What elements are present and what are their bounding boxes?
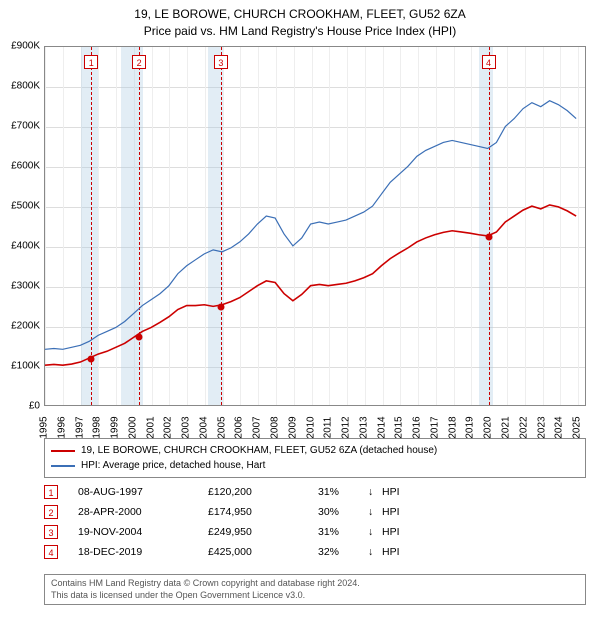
x-tick-label: 2023 — [536, 416, 547, 438]
event-row: 4 18-DEC-2019£425,00032%↓HPI — [44, 542, 586, 562]
title-line-2: Price paid vs. HM Land Registry's House … — [0, 23, 600, 40]
y-tick-label: £200K — [11, 321, 40, 332]
event-row: 2 28-APR-2000£174,95030%↓HPI — [44, 502, 586, 522]
events-table: 108-AUG-1997£120,20031%↓HPI228-APR-2000£… — [44, 482, 586, 562]
y-tick-label: £700K — [11, 121, 40, 132]
data-point-dot — [88, 356, 95, 363]
x-tick-label: 2016 — [412, 416, 423, 438]
event-number-box: 4 — [44, 545, 58, 559]
chart-container: 19, LE BOROWE, CHURCH CROOKHAM, FLEET, G… — [0, 0, 600, 620]
event-date: 08-AUG-1997 — [78, 486, 208, 498]
event-hpi-label: HPI — [382, 546, 422, 558]
event-price: £120,200 — [208, 486, 318, 498]
x-tick-label: 2014 — [376, 416, 387, 438]
x-tick-label: 1997 — [74, 416, 85, 438]
x-tick-label: 2010 — [305, 416, 316, 438]
down-arrow-icon: ↓ — [368, 506, 382, 518]
x-tick-label: 2004 — [198, 416, 209, 438]
legend-label: 19, LE BOROWE, CHURCH CROOKHAM, FLEET, G… — [81, 443, 437, 458]
data-point-dot — [217, 304, 224, 311]
data-point-dot — [485, 234, 492, 241]
x-tick-label: 2024 — [554, 416, 565, 438]
event-hpi-label: HPI — [382, 526, 422, 538]
x-tick-label: 2008 — [270, 416, 281, 438]
title-line-1: 19, LE BOROWE, CHURCH CROOKHAM, FLEET, G… — [0, 6, 600, 23]
x-tick-label: 2012 — [341, 416, 352, 438]
x-tick-label: 2003 — [181, 416, 192, 438]
footer-box: Contains HM Land Registry data © Crown c… — [44, 574, 586, 605]
marker-number-box: 3 — [214, 55, 228, 69]
y-tick-label: £500K — [11, 201, 40, 212]
x-tick-label: 2007 — [252, 416, 263, 438]
marker-number-box: 2 — [132, 55, 146, 69]
x-tick-label: 2025 — [572, 416, 583, 438]
x-tick-label: 2005 — [216, 416, 227, 438]
x-tick-label: 2009 — [287, 416, 298, 438]
x-tick-label: 2015 — [394, 416, 405, 438]
series-line-hpi — [45, 101, 576, 350]
event-hpi-label: HPI — [382, 506, 422, 518]
event-number-box: 1 — [44, 485, 58, 499]
down-arrow-icon: ↓ — [368, 526, 382, 538]
x-tick-label: 1998 — [92, 416, 103, 438]
y-tick-label: £800K — [11, 81, 40, 92]
event-pct: 32% — [318, 546, 368, 558]
event-pct: 31% — [318, 526, 368, 538]
y-tick-label: £400K — [11, 241, 40, 252]
event-price: £425,000 — [208, 546, 318, 558]
legend-row: HPI: Average price, detached house, Hart — [51, 458, 579, 473]
x-tick-label: 2021 — [501, 416, 512, 438]
data-point-dot — [136, 334, 143, 341]
y-tick-label: £100K — [11, 361, 40, 372]
x-tick-label: 2001 — [145, 416, 156, 438]
marker-number-box: 4 — [482, 55, 496, 69]
event-pct: 31% — [318, 486, 368, 498]
x-tick-label: 2006 — [234, 416, 245, 438]
x-tick-label: 1995 — [39, 416, 50, 438]
y-tick-label: £600K — [11, 161, 40, 172]
x-tick-label: 2011 — [323, 417, 334, 439]
title-block: 19, LE BOROWE, CHURCH CROOKHAM, FLEET, G… — [0, 0, 600, 40]
x-tick-label: 2020 — [483, 416, 494, 438]
marker-number-box: 1 — [84, 55, 98, 69]
x-tick-label: 2019 — [465, 416, 476, 438]
event-hpi-label: HPI — [382, 486, 422, 498]
legend-swatch — [51, 465, 75, 467]
x-tick-label: 2013 — [358, 416, 369, 438]
legend-swatch — [51, 450, 75, 452]
x-tick-label: 2022 — [518, 416, 529, 438]
event-pct: 30% — [318, 506, 368, 518]
series-line-price_paid — [45, 205, 576, 365]
down-arrow-icon: ↓ — [368, 546, 382, 558]
down-arrow-icon: ↓ — [368, 486, 382, 498]
event-number-box: 3 — [44, 525, 58, 539]
chart-lines-svg — [45, 47, 585, 405]
y-tick-label: £900K — [11, 41, 40, 52]
footer-line-1: Contains HM Land Registry data © Crown c… — [51, 578, 579, 590]
event-number-box: 2 — [44, 505, 58, 519]
event-date: 28-APR-2000 — [78, 506, 208, 518]
event-date: 18-DEC-2019 — [78, 546, 208, 558]
y-tick-label: £300K — [11, 281, 40, 292]
x-tick-label: 1996 — [56, 416, 67, 438]
x-tick-label: 2000 — [127, 416, 138, 438]
event-row: 1 08-AUG-1997£120,20031%↓HPI — [44, 482, 586, 502]
footer-line-2: This data is licensed under the Open Gov… — [51, 590, 579, 602]
x-tick-label: 2002 — [163, 416, 174, 438]
x-tick-label: 1999 — [110, 416, 121, 438]
x-tick-label: 2018 — [447, 416, 458, 438]
y-tick-label: £0 — [29, 401, 40, 412]
event-date: 19-NOV-2004 — [78, 526, 208, 538]
chart-plot-area: 1 2 3 4 — [44, 46, 586, 406]
event-price: £174,950 — [208, 506, 318, 518]
legend-box: 19, LE BOROWE, CHURCH CROOKHAM, FLEET, G… — [44, 438, 586, 478]
event-row: 3 19-NOV-2004£249,95031%↓HPI — [44, 522, 586, 542]
legend-row: 19, LE BOROWE, CHURCH CROOKHAM, FLEET, G… — [51, 443, 579, 458]
legend-label: HPI: Average price, detached house, Hart — [81, 458, 265, 473]
event-price: £249,950 — [208, 526, 318, 538]
x-tick-label: 2017 — [429, 416, 440, 438]
